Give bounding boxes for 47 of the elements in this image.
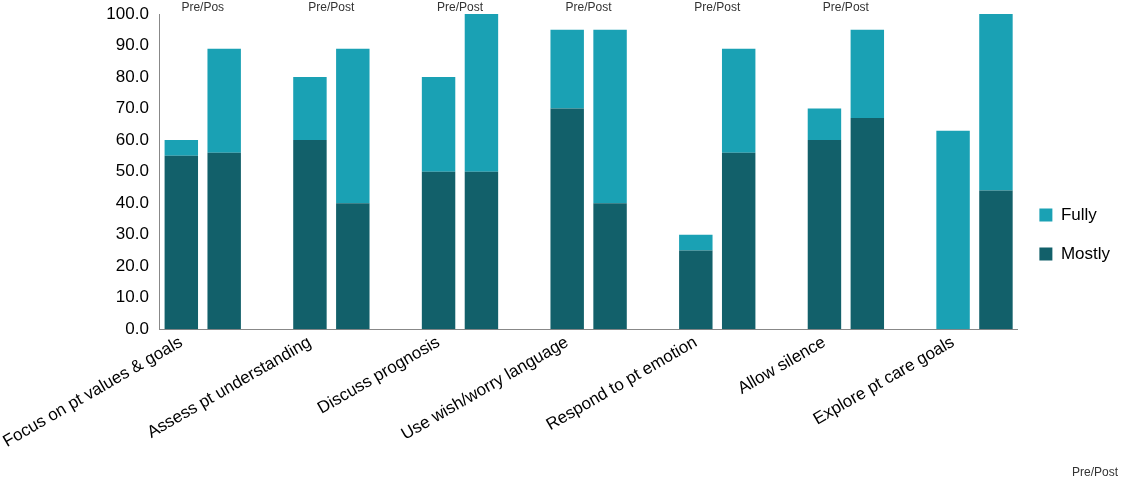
annotation: Pre/Pos (181, 0, 225, 15)
annotation: Pre/Post (694, 0, 741, 15)
bar (593, 203, 627, 330)
bar (336, 203, 370, 330)
bar (679, 250, 713, 330)
bar (979, 14, 1013, 191)
bar (807, 140, 842, 330)
bar (164, 155, 199, 330)
bar (207, 48, 241, 153)
annotation: Pre/Post (436, 0, 484, 15)
bar (164, 140, 199, 156)
bar (421, 77, 456, 172)
y-tick-label: 70.0 (115, 98, 149, 118)
y-tick-label: 20.0 (115, 255, 149, 275)
annotation: Pre/Post (822, 0, 870, 15)
bar (936, 130, 970, 330)
bar (464, 171, 499, 330)
annotation: Pre/Post (565, 0, 613, 15)
bar (721, 152, 756, 330)
legend-label: Fully (1060, 204, 1098, 224)
bar (421, 171, 456, 330)
bar (293, 77, 327, 141)
bar (207, 152, 241, 330)
bar (550, 29, 584, 109)
bar (464, 14, 499, 172)
y-tick-label: 60.0 (115, 129, 149, 149)
bar (850, 29, 885, 119)
bar (979, 190, 1013, 330)
y-tick-label: 30.0 (115, 224, 149, 244)
bar (336, 48, 370, 204)
legend-label: Mostly (1060, 243, 1111, 263)
y-tick-label: 90.0 (115, 35, 149, 55)
bar (293, 140, 327, 330)
bar (850, 118, 885, 330)
bar (593, 29, 627, 204)
text: Pre/Post (1071, 465, 1119, 480)
bar (721, 48, 756, 153)
y-tick-label: 40.0 (115, 192, 149, 212)
bar (679, 234, 713, 251)
y-tick-label: 10.0 (115, 287, 149, 307)
y-tick-label: 0.0 (125, 318, 149, 338)
y-tick-label: 50.0 (115, 161, 149, 181)
annotation: Pre/Post (308, 0, 356, 15)
bar (807, 108, 842, 141)
y-tick-label: 100.0 (106, 3, 149, 23)
y-tick-label: 80.0 (115, 66, 149, 86)
bar (550, 108, 584, 330)
